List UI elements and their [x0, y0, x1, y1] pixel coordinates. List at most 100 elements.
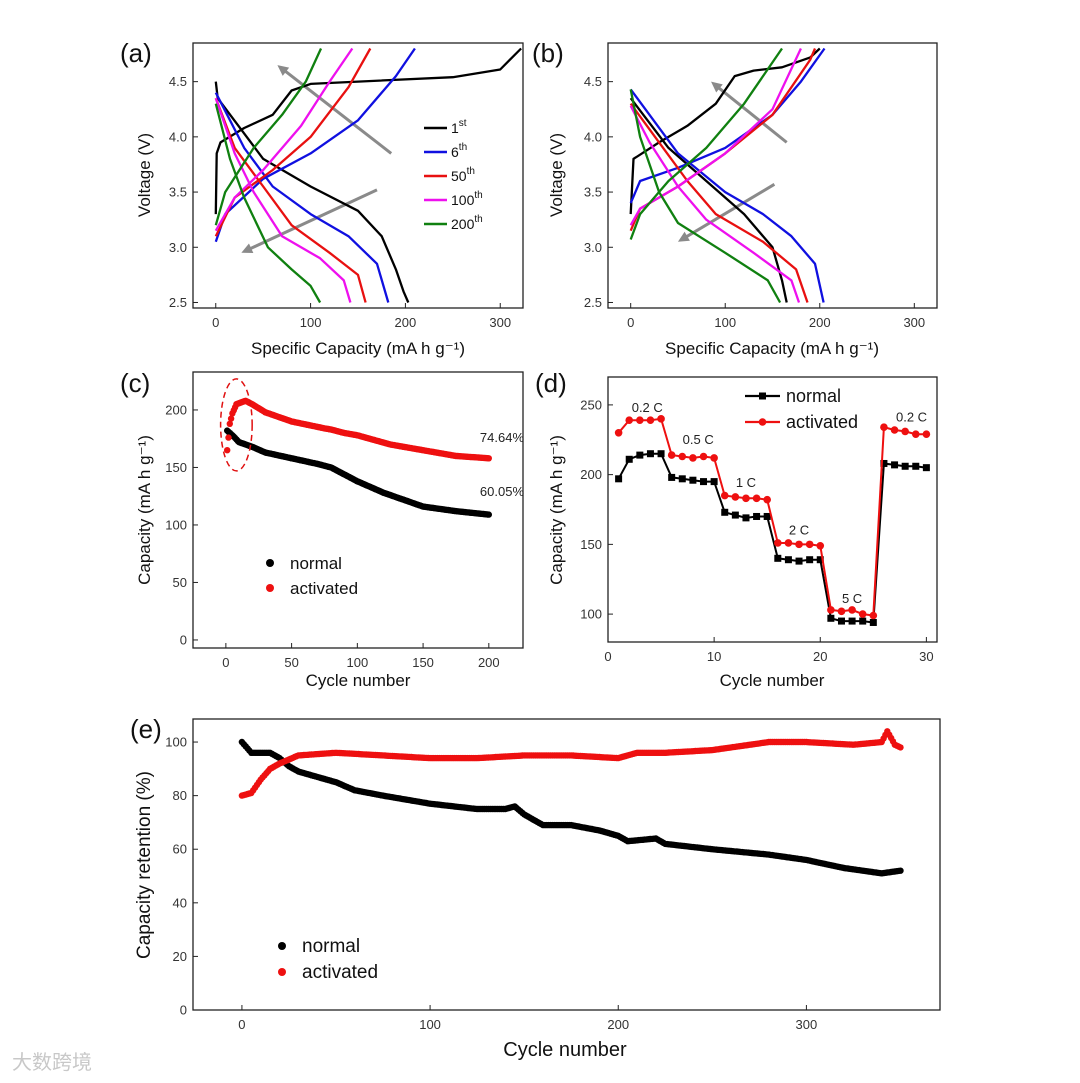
data-point-activated	[689, 454, 697, 462]
annotation-label: 74.64%	[480, 430, 525, 445]
legend-item-normal: normal	[278, 936, 360, 957]
data-point-activated	[731, 493, 740, 501]
data-point-activated	[225, 434, 232, 441]
trend-arrow	[282, 68, 393, 155]
data-point-activated	[710, 454, 718, 462]
legend-marker	[759, 392, 766, 400]
x-tick-label: 0	[627, 315, 634, 330]
data-point-normal	[710, 478, 718, 486]
legend-swatch	[278, 968, 286, 976]
data-point-normal	[721, 508, 729, 516]
x-tick-label: 200	[809, 315, 831, 330]
arrow-head-icon	[241, 243, 254, 253]
legend-label-sup: th	[474, 214, 482, 225]
annotation-label: 0.2 C	[632, 400, 663, 415]
annotation-label: 5 C	[842, 591, 862, 606]
data-point-activated	[890, 426, 899, 434]
y-tick-label: 3.0	[584, 240, 602, 255]
data-point-activated	[227, 415, 235, 422]
series-line-activated	[617, 417, 927, 617]
series-line-200th-charge	[629, 47, 783, 240]
plot-frame	[192, 371, 524, 649]
annotation-label: 1 C	[736, 475, 756, 490]
legend-label-base: 100	[451, 192, 475, 208]
series-line-1st-charge	[214, 47, 522, 215]
data-point-activated	[226, 420, 233, 427]
y-tick-label: 3.5	[584, 185, 602, 200]
y-axis-label: Voltage (V)	[547, 133, 566, 217]
y-tick-label: 0	[180, 1003, 187, 1018]
y-tick-label: 150	[580, 537, 602, 552]
data-point-activated	[657, 415, 665, 423]
legend-label-sup: th	[459, 142, 467, 153]
arrow-head-icon	[677, 231, 690, 242]
data-point-activated	[636, 416, 644, 425]
legend-label: 1st	[451, 118, 467, 136]
data-point-activated	[224, 447, 231, 454]
legend-item-activated: activated	[745, 412, 858, 432]
panel-letter: (d)	[535, 368, 567, 398]
legend-item-1st: 1st	[424, 118, 467, 136]
y-tick-label: 50	[173, 575, 187, 590]
plot-frame	[607, 42, 938, 309]
legend-label-sup: th	[474, 190, 482, 201]
y-tick-label: 200	[165, 402, 187, 417]
legend-label: normal	[786, 386, 841, 406]
data-point-normal	[891, 461, 899, 469]
data-point-normal	[636, 451, 644, 459]
series-line-50th-discharge	[214, 97, 367, 303]
series-line-1st-discharge	[629, 97, 788, 303]
legend-label: activated	[786, 412, 858, 432]
data-point-normal	[912, 462, 920, 470]
panel-letter: (b)	[532, 38, 564, 68]
series-line-100th-charge	[629, 48, 802, 226]
series-line-6th-discharge	[629, 88, 825, 303]
y-tick-label: 60	[173, 842, 187, 857]
data-point-normal	[897, 867, 904, 874]
x-tick-label: 300	[903, 315, 925, 330]
data-point-activated	[699, 452, 708, 461]
legend-label-sup: th	[467, 166, 475, 177]
x-tick-label: 0	[238, 1017, 245, 1032]
series-line-6th-charge	[629, 47, 826, 204]
data-point-normal	[646, 450, 654, 458]
data-point-normal	[784, 556, 792, 564]
y-tick-label: 2.5	[169, 295, 187, 310]
data-point-normal	[625, 455, 633, 463]
legend-label-base: 1	[451, 120, 459, 136]
x-tick-label: 100	[346, 655, 368, 670]
data-point-activated	[901, 427, 909, 436]
x-tick-label: 200	[478, 655, 500, 670]
legend-item-normal: normal	[745, 386, 841, 406]
x-tick-label: 150	[412, 655, 434, 670]
legend-swatch	[266, 559, 274, 567]
panel-a: (a) 0 100 200 300 2.5 3.0 3.5 4.0 4.5 Specific Cap…	[120, 38, 524, 358]
data-point-normal	[689, 476, 697, 484]
legend: normal activated	[745, 386, 858, 432]
legend-label-sup: st	[459, 118, 467, 129]
panel-letter: (a)	[120, 38, 152, 68]
annotation-label: 0.5 C	[683, 432, 714, 447]
data-point-normal	[742, 514, 750, 522]
data-point-activated	[774, 539, 782, 547]
legend-label: 6th	[451, 142, 467, 160]
data-point-normal	[806, 556, 814, 564]
legend-label-base: 50	[451, 168, 467, 184]
trend-arrow	[684, 183, 776, 239]
data-point-normal	[880, 459, 888, 467]
data-point-normal	[922, 464, 930, 472]
x-tick-label: 300	[796, 1017, 818, 1032]
data-point-activated	[752, 494, 761, 503]
y-tick-label: 100	[580, 607, 602, 622]
data-point-activated	[625, 416, 634, 425]
data-point-activated	[897, 744, 904, 751]
legend-item-activated: activated	[278, 962, 378, 983]
data-point-normal	[763, 512, 771, 520]
x-tick-label: 100	[300, 315, 322, 330]
legend-item-6th: 6th	[424, 142, 467, 160]
legend-item-activated: activated	[266, 579, 358, 598]
x-tick-label: 0	[604, 649, 611, 664]
series-line-1st-charge	[629, 47, 821, 215]
series-line-1st-discharge	[214, 81, 410, 303]
